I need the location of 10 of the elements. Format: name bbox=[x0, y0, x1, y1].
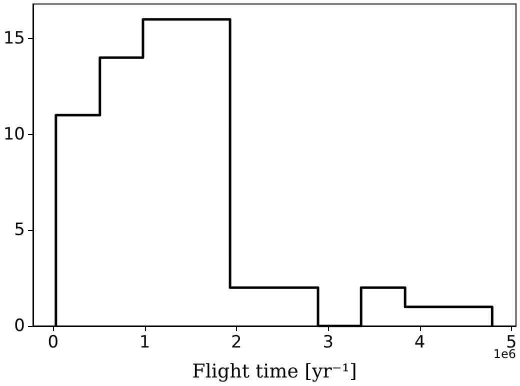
y-tick-label: 10 bbox=[3, 124, 25, 144]
x-axis-title: Flight time [yr⁻¹] bbox=[192, 360, 357, 382]
x-tick-label: 2 bbox=[231, 332, 242, 352]
y-tick-label: 0 bbox=[14, 316, 25, 336]
y-tick-label: 15 bbox=[3, 28, 25, 48]
x-tick-label: 3 bbox=[322, 332, 334, 352]
y-tick-label: 5 bbox=[14, 220, 25, 240]
x-tick-label: 0 bbox=[48, 332, 59, 352]
x-tick-label: 1 bbox=[139, 332, 150, 352]
x-tick-label: 4 bbox=[414, 332, 426, 352]
